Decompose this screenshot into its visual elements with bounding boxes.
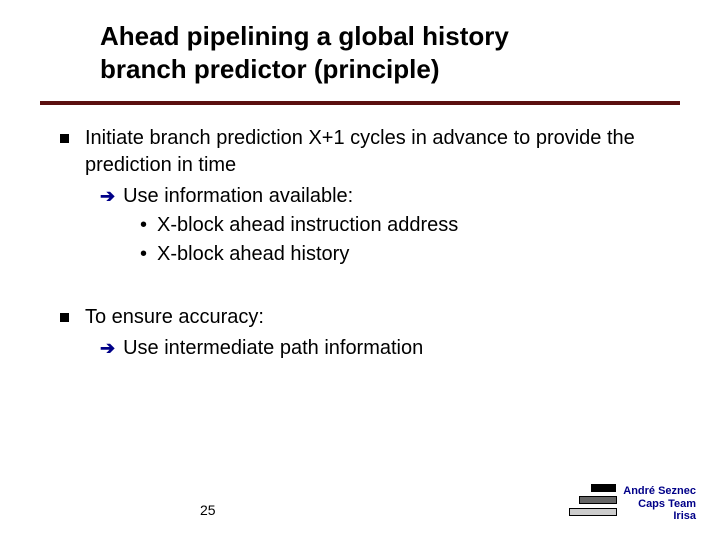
dot-icon: • xyxy=(140,212,147,239)
bullet-2-sub-arrow: ➔ Use intermediate path information xyxy=(100,335,660,362)
footer: André Seznec Caps Team Irisa xyxy=(569,480,696,528)
page-number: 25 xyxy=(200,502,216,518)
bullet-1-dot-2-text: X-block ahead history xyxy=(157,241,349,268)
arrow-icon: ➔ xyxy=(100,183,115,210)
square-bullet-icon xyxy=(60,134,69,143)
footer-line-1: André Seznec xyxy=(623,485,696,497)
footer-line-2: Caps Team xyxy=(638,498,696,510)
bullet-2: To ensure accuracy: ➔ Use intermediate p… xyxy=(60,304,660,362)
bullet-1-dot-1-text: X-block ahead instruction address xyxy=(157,212,458,239)
bullet-1-arrow-text: Use information available: xyxy=(123,183,353,210)
slide-body: Initiate branch prediction X+1 cycles in… xyxy=(0,105,720,362)
footer-line-3: Irisa xyxy=(673,510,696,522)
bullet-1-sub-arrow: ➔ Use information available: xyxy=(100,183,660,210)
bullet-1-dot-2: • X-block ahead history xyxy=(140,241,660,268)
arrow-icon: ➔ xyxy=(100,335,115,362)
bullet-1-text: Initiate branch prediction X+1 cycles in… xyxy=(85,125,660,179)
title-line-2: branch predictor (principle) xyxy=(100,54,440,84)
bullet-1-dot-1: • X-block ahead instruction address xyxy=(140,212,660,239)
square-bullet-icon xyxy=(60,313,69,322)
bullet-2-text: To ensure accuracy: xyxy=(85,304,660,331)
slide-title: Ahead pipelining a global history branch… xyxy=(0,0,720,95)
footer-logo-icon xyxy=(569,480,617,528)
bullet-2-arrow-text: Use intermediate path information xyxy=(123,335,423,362)
dot-icon: • xyxy=(140,241,147,268)
footer-text: André Seznec Caps Team Irisa xyxy=(623,485,696,523)
title-line-1: Ahead pipelining a global history xyxy=(100,21,509,51)
bullet-1: Initiate branch prediction X+1 cycles in… xyxy=(60,125,660,268)
